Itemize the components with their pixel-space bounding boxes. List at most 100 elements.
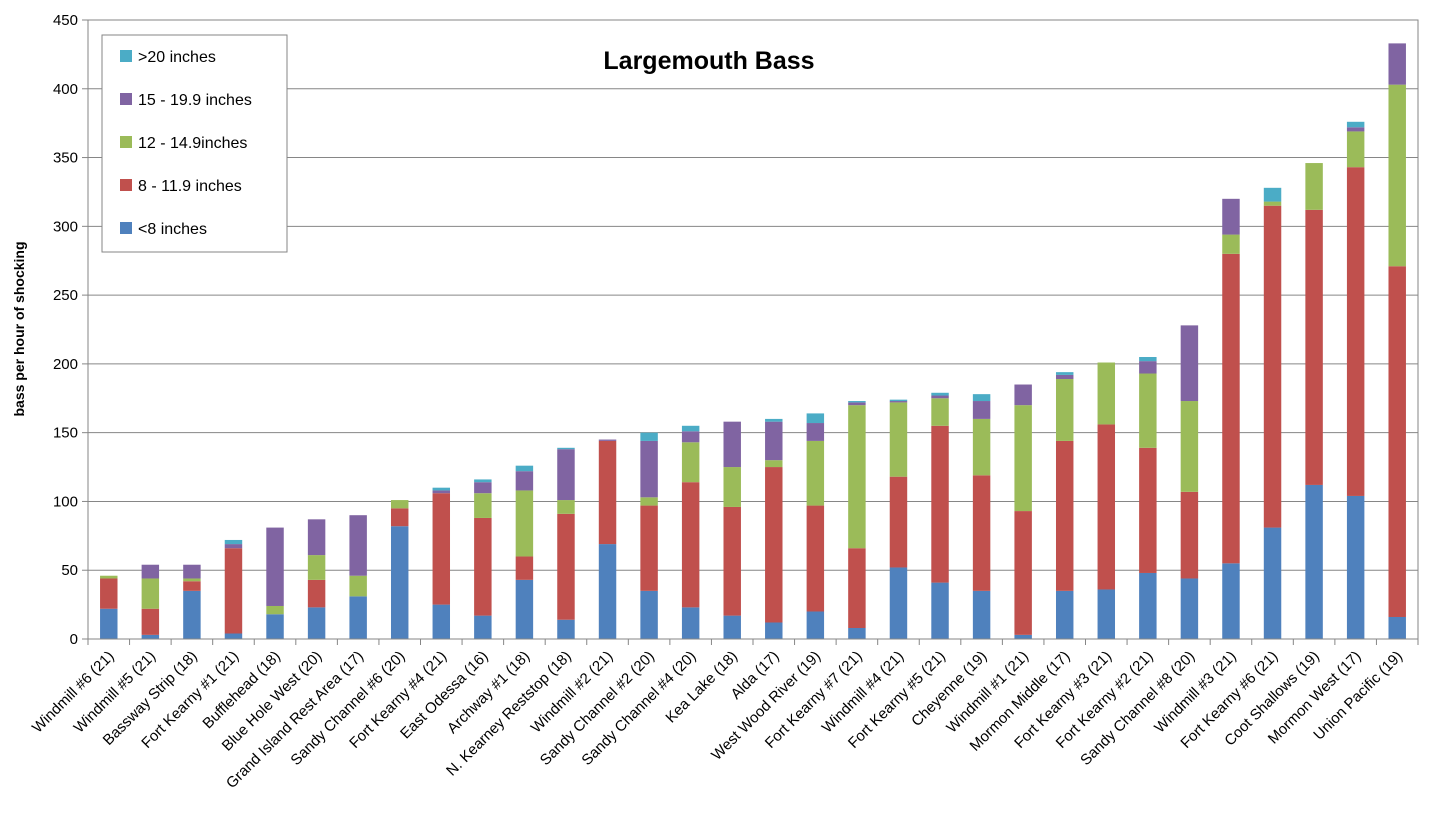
bar-segment xyxy=(765,460,783,468)
bar-segment xyxy=(141,578,160,609)
bar-segment xyxy=(1139,447,1157,573)
bar-segment xyxy=(723,615,741,639)
bar-segment xyxy=(1055,440,1074,591)
bar-segment xyxy=(1014,384,1032,406)
bar-segment xyxy=(266,614,284,639)
bar-segment xyxy=(307,519,326,556)
bar-segment xyxy=(266,527,284,606)
y-tick-label: 250 xyxy=(53,287,78,304)
bar-segment xyxy=(765,622,783,639)
bar-segment xyxy=(1346,121,1365,128)
legend-swatch xyxy=(120,93,132,105)
y-tick-label: 0 xyxy=(70,631,78,648)
bar-segment xyxy=(141,564,160,579)
bar-segment xyxy=(474,493,492,518)
y-tick-label: 50 xyxy=(61,562,78,579)
bar-segment xyxy=(349,515,367,576)
bar-segment xyxy=(557,447,575,450)
bar-segment xyxy=(349,596,367,639)
bar-segment xyxy=(1263,201,1282,206)
bar-segment xyxy=(1055,372,1074,375)
bar-segment xyxy=(432,604,451,639)
legend-label: <8 inches xyxy=(138,221,207,238)
bar-segment xyxy=(889,402,908,477)
bar-segment xyxy=(1305,209,1323,485)
bar-segment xyxy=(1014,634,1032,639)
bar-segment xyxy=(1222,198,1240,235)
legend-label: >20 inches xyxy=(138,49,216,66)
bar-segment xyxy=(390,526,409,639)
bar-segment xyxy=(1180,325,1199,402)
legend-label: 12 - 14.9inches xyxy=(138,135,247,152)
bar-segment xyxy=(307,555,326,580)
bar-segment xyxy=(557,449,575,501)
legend-swatch xyxy=(120,222,132,234)
bar-segment xyxy=(806,413,825,424)
bar-segment xyxy=(972,475,991,591)
bar-segment xyxy=(681,442,700,483)
bar-segment xyxy=(640,505,658,591)
bar-segment xyxy=(765,467,783,623)
bar-segment xyxy=(598,440,617,545)
bar-segment xyxy=(806,505,825,612)
bar-segment xyxy=(1346,495,1365,639)
bar-segment xyxy=(1014,511,1032,635)
bar-segment xyxy=(806,440,825,506)
y-tick-label: 300 xyxy=(53,218,78,235)
bar-segment xyxy=(1388,266,1406,617)
bar-segment xyxy=(1180,491,1199,579)
bar-segment xyxy=(931,425,949,583)
bar-segment xyxy=(972,590,991,639)
bar-segment xyxy=(972,401,991,419)
bar-segment xyxy=(681,482,700,608)
bar-segment xyxy=(723,467,741,507)
bar-segment xyxy=(1097,362,1116,425)
bar-segment xyxy=(848,401,866,403)
bar-segment xyxy=(1055,590,1074,639)
bar-segment xyxy=(515,465,534,472)
bar-segment xyxy=(1139,373,1157,448)
bar-segment xyxy=(640,590,658,639)
bar-segment xyxy=(931,398,949,426)
bar-segment xyxy=(972,418,991,476)
bar-segment xyxy=(1263,187,1282,202)
bar-segment xyxy=(224,633,243,639)
bar-segment xyxy=(515,490,534,557)
bar-segment xyxy=(390,500,409,509)
bar-segment xyxy=(183,581,201,591)
bar-segment xyxy=(848,548,866,628)
bar-segment xyxy=(432,490,451,494)
bar-segment xyxy=(1139,357,1157,362)
bar-segment xyxy=(931,395,949,399)
bar-segment xyxy=(183,590,201,639)
y-tick-label: 100 xyxy=(53,493,78,510)
legend-swatch xyxy=(120,179,132,191)
bar-segment xyxy=(1055,374,1074,380)
bar-segment xyxy=(474,615,492,639)
chart-title: Largemouth Bass xyxy=(603,47,814,75)
bar-segment xyxy=(848,627,866,639)
bar-segment xyxy=(640,432,658,441)
bar-segment xyxy=(1180,578,1199,639)
bar-segment xyxy=(1388,84,1406,267)
bar-segment xyxy=(557,513,575,620)
bar-segment xyxy=(640,497,658,506)
legend-label: 15 - 19.9 inches xyxy=(138,92,252,109)
bars xyxy=(100,43,1406,639)
bar-segment xyxy=(765,421,783,461)
bar-segment xyxy=(1388,616,1406,639)
bar-segment xyxy=(889,567,908,639)
bar-segment xyxy=(100,575,118,579)
bar-segment xyxy=(557,500,575,514)
bar-segment xyxy=(1014,405,1032,512)
legend-swatch xyxy=(120,50,132,62)
bar-segment xyxy=(1222,253,1240,564)
bar-segment xyxy=(474,517,492,616)
bar-segment xyxy=(1222,563,1240,639)
bar-segment xyxy=(723,421,741,468)
bar-segment xyxy=(972,394,991,402)
bar-segment xyxy=(848,402,866,406)
y-tick-label: 350 xyxy=(53,150,78,167)
